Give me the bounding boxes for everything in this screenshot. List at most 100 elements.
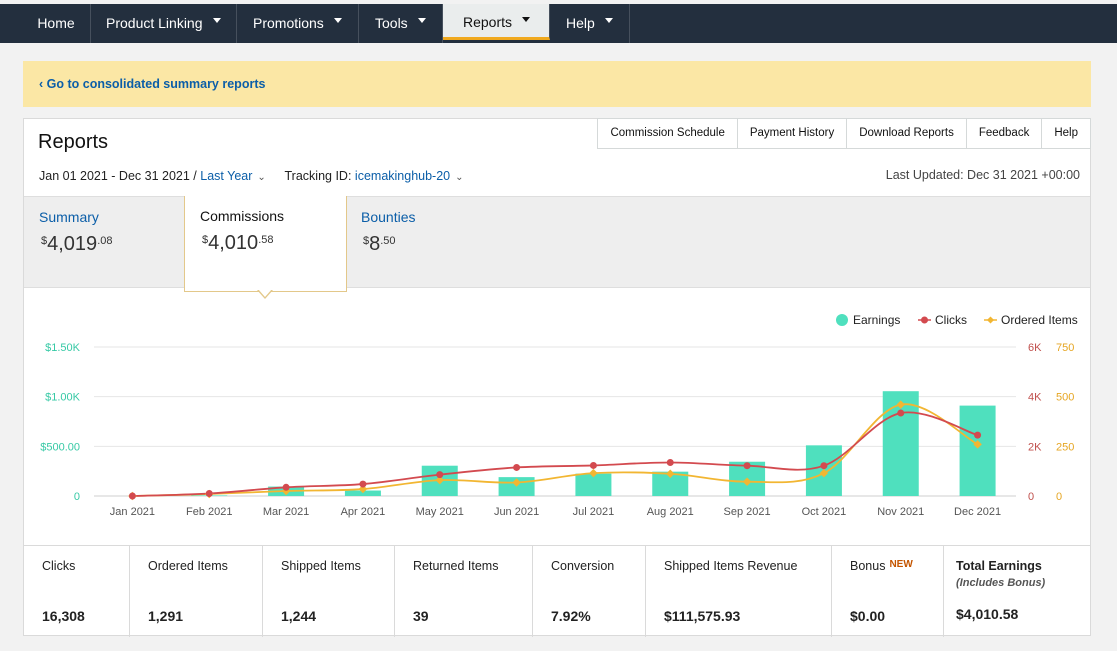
clicks-point [359, 480, 367, 488]
metric-value: $4,010.58 [956, 606, 1019, 622]
metric-ordered-items: Ordered Items 1,291 [130, 546, 263, 637]
period-select[interactable]: Last Year ⌄ [200, 169, 266, 183]
metric-clicks: Clicks 16,308 [24, 546, 130, 637]
left-axis-tick-label: 0 [74, 491, 80, 503]
metric-label: Clicks [42, 559, 76, 573]
clicks-point [743, 462, 751, 470]
tab-commissions-amount: $4,010.58 [202, 232, 274, 254]
nav-help-label: Help [566, 15, 595, 31]
tracking-id-label: Tracking ID: [284, 169, 352, 183]
tab-summary-label: Summary [39, 209, 99, 225]
summary-banner: ‹ Go to consolidated summary reports [23, 61, 1091, 107]
caret-down-icon [417, 17, 426, 23]
nav-tools[interactable]: Tools [359, 4, 443, 43]
metric-label: Returned Items [413, 559, 499, 573]
tab-commissions-label: Commissions [200, 208, 285, 224]
right-axis-items-tick-label: 250 [1056, 441, 1074, 453]
legend-label: Ordered Items [1001, 313, 1078, 327]
nav-promotions[interactable]: Promotions [237, 4, 359, 43]
nav-promotions-label: Promotions [253, 15, 324, 31]
ordered-items-point [358, 484, 368, 494]
metric-value: 39 [413, 608, 429, 624]
clicks-point [128, 492, 136, 500]
date-range: Jan 01 2021 - Dec 31 2021 / [39, 169, 197, 183]
nav-reports-label: Reports [463, 14, 513, 30]
clicks-point [820, 462, 828, 470]
x-axis-tick-label: Feb 2021 [186, 506, 232, 518]
x-axis-tick-label: Aug 2021 [647, 506, 694, 518]
caret-down-icon [212, 17, 221, 23]
legend-clicks-marker [921, 316, 928, 324]
metrics-row: Clicks 16,308 Ordered Items 1,291 Shippe… [24, 545, 1090, 637]
metric-value: 1,291 [148, 608, 184, 624]
metric-value: 16,308 [42, 608, 85, 624]
nav-product-linking[interactable]: Product Linking [90, 4, 237, 43]
metric-conversion: Conversion 7.92% [533, 546, 646, 637]
metric-value: 7.92% [551, 608, 591, 624]
metric-value: 1,244 [281, 608, 317, 624]
tracking-id-value: icemakinghub-20 [354, 169, 451, 183]
metric-label: Ordered Items [148, 559, 228, 573]
tab-pointer-fill [258, 289, 272, 297]
tracking-id-select[interactable]: icemakinghub-20 ⌄ [355, 169, 464, 183]
ordered-items-point [435, 475, 444, 485]
legend-items-marker [986, 316, 995, 324]
nav-reports[interactable]: Reports [443, 4, 550, 40]
metric-total-earnings: Total Earnings (Includes Bonus) $4,010.5… [944, 546, 1090, 637]
right-axis-clicks-tick-label: 4K [1028, 392, 1042, 404]
caret-down-icon [333, 17, 342, 23]
help-button[interactable]: Help [1041, 118, 1091, 149]
report-filters: Jan 01 2021 - Dec 31 2021 / Last Year ⌄ T… [39, 169, 464, 183]
nav-product-linking-label: Product Linking [106, 15, 203, 31]
reports-card: Reports Commission Schedule Payment Hist… [23, 118, 1091, 637]
metric-value: $111,575.93 [664, 608, 741, 624]
metric-label: Bonus NEW [850, 559, 913, 573]
tab-bounties-label: Bounties [361, 209, 416, 225]
right-axis-clicks-tick-label: 0 [1028, 491, 1034, 503]
metric-label: Total Earnings [956, 559, 1042, 573]
period-label: Last Year [200, 169, 253, 183]
caret-down-icon [604, 17, 613, 23]
consolidated-summary-link[interactable]: ‹ Go to consolidated summary reports [39, 77, 266, 91]
legend-label: Clicks [935, 313, 967, 327]
metric-shipped-items: Shipped Items 1,244 [263, 546, 395, 637]
metric-label: Shipped Items Revenue [664, 559, 798, 573]
tab-commissions[interactable]: Commissions $4,010.58 [184, 196, 347, 292]
left-axis-tick-label: $1.00K [45, 392, 81, 404]
commission-schedule-button[interactable]: Commission Schedule [597, 118, 738, 149]
last-updated: Last Updated: Dec 31 2021 +00:00 [885, 168, 1080, 182]
clicks-point [513, 463, 521, 471]
x-axis-tick-label: Mar 2021 [263, 506, 309, 518]
report-button-bar: Commission Schedule Payment History Down… [597, 118, 1091, 149]
right-axis-items-tick-label: 0 [1056, 491, 1062, 503]
tab-bounties[interactable]: Bounties $8.50 [346, 197, 506, 287]
page-title: Reports [38, 131, 109, 153]
clicks-point [436, 471, 444, 479]
metric-shipped-items-revenue: Shipped Items Revenue $111,575.93 [646, 546, 832, 637]
x-axis-tick-label: Jun 2021 [494, 506, 539, 518]
legend-earnings-marker [836, 314, 848, 326]
earnings-bar [959, 405, 996, 496]
caret-down-icon [522, 16, 531, 22]
clicks-line [132, 411, 978, 497]
clicks-point [897, 409, 905, 417]
tab-summary[interactable]: Summary $4,019.08 [24, 197, 184, 287]
earnings-bar [575, 473, 612, 496]
ordered-items-point [666, 469, 675, 478]
right-axis-clicks-tick-label: 2K [1028, 441, 1042, 453]
right-axis-items-tick-label: 500 [1056, 392, 1074, 404]
x-axis-tick-label: Sep 2021 [724, 506, 771, 518]
download-reports-button[interactable]: Download Reports [846, 118, 967, 149]
nav-help[interactable]: Help [550, 4, 630, 43]
earnings-chart: 0 $500.00 $1.00K $1.50K 0 2K 4K 6K 0 250 500 750 Jan… [40, 313, 1078, 518]
ordered-items-line [132, 403, 979, 497]
metric-value: $0.00 [850, 608, 886, 624]
ordered-items-point [512, 478, 521, 487]
right-axis-items-tick-label: 750 [1056, 342, 1074, 354]
top-nav: Home Product Linking Promotions Tools Re… [0, 4, 1117, 43]
feedback-button[interactable]: Feedback [965, 118, 1043, 149]
nav-tools-label: Tools [375, 15, 408, 31]
nav-home-label: Home [37, 15, 75, 31]
nav-home[interactable]: Home [22, 4, 91, 43]
payment-history-button[interactable]: Payment History [736, 118, 848, 149]
